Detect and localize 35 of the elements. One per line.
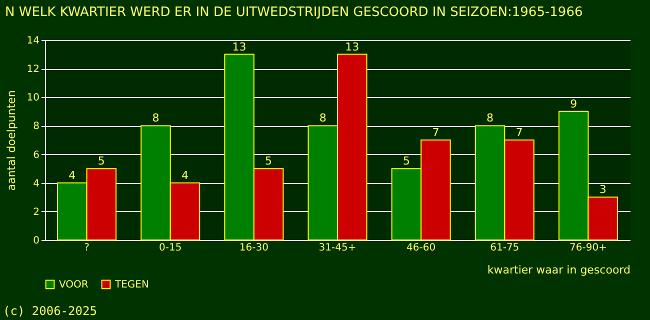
data-label: 5 <box>98 154 105 168</box>
y-tick-label: 2 <box>33 206 40 218</box>
data-label: 8 <box>152 112 160 125</box>
data-label: 4 <box>68 168 76 182</box>
data-label: 5 <box>402 154 410 168</box>
data-label: 5 <box>265 154 272 168</box>
y-tick-label: 4 <box>33 178 40 190</box>
text: (c) 2006-2025 <box>3 304 97 318</box>
y-tick-label: 12 <box>26 64 40 76</box>
y-tick-label: 8 <box>33 121 40 132</box>
x-tick-label: 46-60 <box>406 242 436 254</box>
x-tick-label: 31-45+ <box>318 242 356 254</box>
data-label: 9 <box>570 97 578 110</box>
legend-label: VOOR <box>59 279 88 290</box>
x-tick-label: ? <box>84 242 90 254</box>
data-label: 8 <box>319 112 326 125</box>
y-tick-label: 0 <box>33 236 40 246</box>
data-label: 7 <box>432 126 440 139</box>
y-tick-label: 14 <box>26 36 40 46</box>
legend-label: TEGEN <box>114 279 149 290</box>
data-label: 13 <box>232 40 246 54</box>
data-label: 4 <box>181 168 188 182</box>
x-tick-label: 0-15 <box>159 242 182 254</box>
x-tick-label: 16-30 <box>239 242 268 254</box>
data-label: 3 <box>599 183 606 196</box>
y-tick-label: 6 <box>33 150 40 161</box>
chart-title: N WELK KWARTIER WERD ER IN DE UITWEDSTRIJDEN GESCOORD IN SEIZOEN:1965-1966 <box>5 5 583 20</box>
data-label: 8 <box>486 112 494 125</box>
data-label: 13 <box>345 40 360 54</box>
x-tick-label: 76-90+ <box>569 242 607 254</box>
y-axis-title: aantal doelpunten <box>4 90 18 191</box>
x-tick-label: 61-75 <box>490 242 520 254</box>
y-tick-label: 10 <box>26 92 40 104</box>
x-axis-title: kwartier waar in gescoord <box>487 264 630 276</box>
data-label: 7 <box>516 126 523 139</box>
